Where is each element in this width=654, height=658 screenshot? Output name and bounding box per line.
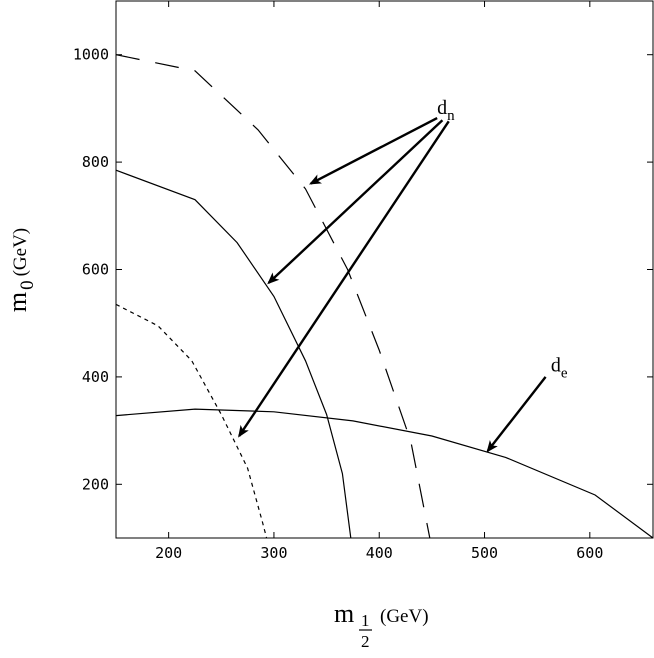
y-axis: 200 400 600 800 1000 xyxy=(73,46,653,493)
annotation-arrow xyxy=(238,120,450,438)
y-tick-label: 200 xyxy=(82,475,109,493)
annotation-arrow xyxy=(267,119,444,285)
x-tick-label: 500 xyxy=(471,544,498,562)
svg-text:2: 2 xyxy=(361,632,370,651)
annotations: dn de xyxy=(238,97,568,453)
series-layer xyxy=(115,54,654,539)
series-line-2 xyxy=(115,169,352,539)
annotation-label-de: de xyxy=(551,355,568,382)
svg-text:m: m xyxy=(334,599,354,628)
x-tick-label: 200 xyxy=(155,544,182,562)
y-tick-label: 800 xyxy=(82,153,109,171)
series-line-1 xyxy=(115,54,431,539)
plot-frame xyxy=(115,0,654,539)
annotation-label-dn: dn xyxy=(437,97,455,124)
svg-text:(GeV): (GeV) xyxy=(380,606,429,627)
svg-text:1: 1 xyxy=(361,611,370,630)
x-axis: 200 300 400 500 600 xyxy=(155,1,603,562)
y-tick-label: 1000 xyxy=(73,46,109,64)
x-axis-label: m 1 2 (GeV) xyxy=(334,599,429,651)
y-tick-label: 400 xyxy=(82,368,109,386)
annotation-arrow xyxy=(486,376,547,453)
x-tick-label: 400 xyxy=(366,544,393,562)
series-line-3 xyxy=(115,303,268,539)
y-axis-label: m0(GeV) xyxy=(3,228,38,312)
x-tick-label: 600 xyxy=(576,544,603,562)
annotation-arrow xyxy=(309,117,438,185)
series-line-4 xyxy=(115,408,654,539)
x-tick-label: 300 xyxy=(260,544,287,562)
y-tick-label: 600 xyxy=(82,261,109,279)
